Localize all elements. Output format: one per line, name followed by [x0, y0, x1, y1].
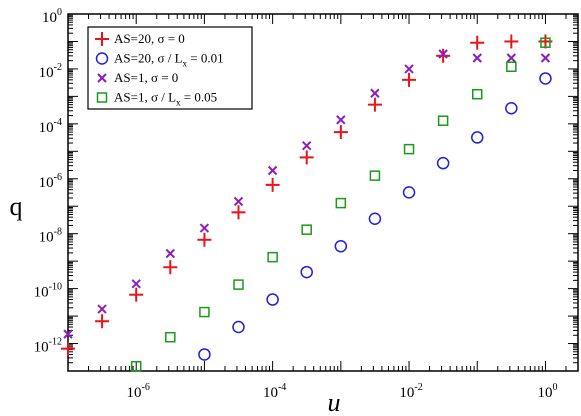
- legend-box: [87, 26, 253, 110]
- data-point-square: [369, 170, 381, 181]
- data-point-plus: [367, 97, 382, 112]
- data-point-square: [403, 143, 415, 155]
- data-point-square: [335, 197, 347, 209]
- data-point-circle: [266, 293, 279, 306]
- data-point-cross: [370, 88, 380, 98]
- data-point-cross: [63, 329, 73, 339]
- legend-label: AS=20, σ / Lx = 0.01: [114, 51, 224, 69]
- data-point-cross: [404, 64, 414, 74]
- y-axis-title: q: [10, 192, 23, 221]
- data-point-circle: [470, 131, 484, 144]
- data-point-square: [540, 37, 551, 48]
- legend-label: AS=1, σ = 0: [114, 70, 178, 85]
- series-cross: [63, 49, 551, 339]
- data-point-plus: [402, 72, 417, 87]
- plot-frame: [67, 13, 579, 372]
- data-point-square: [165, 331, 176, 343]
- x-axis-title: u: [328, 388, 341, 416]
- series-circle: [198, 72, 552, 361]
- data-point-square: [471, 88, 483, 100]
- data-point-plus: [470, 35, 485, 50]
- data-point-cross: [301, 140, 312, 151]
- data-point-square: [267, 251, 278, 263]
- y-tick-label: 10-10: [34, 282, 62, 301]
- data-point-cross: [97, 304, 107, 314]
- data-point-circle: [505, 101, 518, 115]
- data-points: [61, 34, 553, 372]
- y-tick-label: 10-12: [34, 337, 62, 356]
- legend-marker-plus: [95, 32, 109, 46]
- data-point-plus: [129, 287, 144, 302]
- y-tick-label: 100: [42, 7, 62, 26]
- data-point-cross: [267, 165, 278, 176]
- legend-label: AS=20, σ = 0: [114, 31, 185, 46]
- data-point-plus: [265, 177, 280, 192]
- y-tick-label: 10-6: [39, 172, 62, 191]
- data-point-plus: [333, 125, 348, 140]
- data-point-cross: [438, 49, 448, 59]
- data-point-plus: [61, 341, 75, 356]
- data-point-cross: [233, 196, 244, 207]
- data-point-square: [233, 279, 244, 290]
- x-tick-label: 10-6: [127, 382, 150, 401]
- y-tick-label: 10-2: [39, 62, 62, 81]
- y-tick-label: 10-4: [39, 117, 62, 136]
- data-point-cross: [506, 53, 517, 63]
- data-point-circle: [334, 239, 348, 253]
- data-point-cross: [165, 248, 175, 259]
- data-point-cross: [199, 223, 210, 233]
- legend-marker-circle: [95, 52, 109, 65]
- legend-marker-square: [96, 92, 108, 103]
- data-point-circle: [368, 212, 382, 226]
- plot-area-border: [67, 13, 579, 372]
- data-point-circle: [232, 320, 245, 334]
- data-point-cross: [540, 53, 551, 63]
- axis-tick-labels: 10-6 10-4 10-2 100 10-12 10-10 10-8 10-6 10-4 10-…: [34, 7, 558, 401]
- axis-ticks: [67, 13, 579, 372]
- data-point-plus: [504, 34, 519, 49]
- data-point-circle: [402, 186, 416, 199]
- data-point-circle: [300, 265, 313, 279]
- data-point-square: [437, 115, 449, 126]
- legend-marker-cross: [97, 73, 107, 83]
- x-tick-label: 10-2: [399, 382, 422, 401]
- data-point-square: [199, 306, 210, 318]
- data-point-plus: [436, 48, 451, 63]
- data-point-plus: [299, 150, 314, 165]
- data-point-cross: [472, 53, 482, 63]
- series-square: [130, 37, 551, 372]
- data-point-square: [506, 61, 517, 72]
- data-point-circle: [436, 156, 450, 170]
- data-point-plus: [231, 205, 246, 220]
- data-point-cross: [336, 115, 346, 125]
- data-point-square: [130, 360, 142, 372]
- data-point-plus: [197, 232, 212, 247]
- legend-label: AS=1, σ / Lx = 0.05: [114, 90, 217, 108]
- data-point-plus: [163, 260, 178, 275]
- series-plus: [61, 34, 553, 356]
- data-point-circle: [539, 72, 552, 85]
- y-tick-label: 10-8: [39, 227, 62, 246]
- data-point-circle: [198, 348, 211, 361]
- x-tick-label: 100: [537, 382, 557, 401]
- data-point-plus: [95, 314, 110, 329]
- x-tick-label: 10-4: [263, 382, 286, 401]
- data-point-cross: [131, 279, 141, 289]
- data-point-square: [301, 224, 312, 235]
